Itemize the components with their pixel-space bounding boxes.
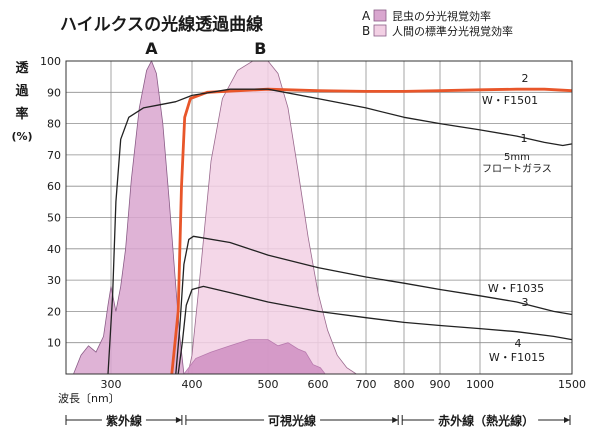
region-label: 紫外線 <box>106 413 142 428</box>
band-overlap <box>183 339 327 375</box>
series-number: 4 <box>515 337 522 350</box>
region-arrow <box>564 417 570 423</box>
legend-key: B <box>362 24 370 38</box>
y-tick-labels: 10 20 30 40 50 60 70 80 90 100 <box>40 55 61 350</box>
y-axis-label-char: 過 <box>14 83 29 99</box>
band-letter: A <box>145 39 158 58</box>
series-line-2 <box>170 87 573 375</box>
legend-text: 人間の標準分光視覚効率 <box>392 24 513 38</box>
x-tick-labels: 300 400 500 600 700 800 900 1000 1500 <box>101 378 587 391</box>
region-label: 赤外線（熱光線） <box>438 413 534 428</box>
region-arrow <box>392 417 399 423</box>
x-tick-label: 500 <box>258 378 279 391</box>
legend-text: 昆虫の分光視覚効率 <box>392 9 491 23</box>
y-tick-label: 60 <box>47 180 61 193</box>
x-axis-label: 波長〔nm〕 <box>58 392 120 405</box>
y-tick-label: 100 <box>40 55 61 68</box>
region-label: 可視光線 <box>268 413 316 428</box>
x-tick-label: 700 <box>356 378 377 391</box>
series-line-1 <box>107 88 573 375</box>
y-axis-label-char: 透 <box>15 61 28 76</box>
y-axis-label-char: (%) <box>11 130 32 143</box>
transmission-curves <box>107 87 573 375</box>
series-name: フロートガラス <box>482 163 552 175</box>
band-letter: B <box>254 39 266 58</box>
series-number: 1 <box>521 132 528 145</box>
series-name: W・F1015 <box>489 351 545 364</box>
series-number: 2 <box>522 72 529 85</box>
x-tick-label: 300 <box>101 378 122 391</box>
y-tick-label: 30 <box>47 274 61 287</box>
y-axis-label-char: 率 <box>15 106 28 122</box>
region-arrow <box>175 417 182 423</box>
y-tick-label: 10 <box>47 337 61 350</box>
series-number: 3 <box>522 296 529 309</box>
series-name: 5mm <box>504 152 530 163</box>
x-tick-label: 900 <box>430 378 451 391</box>
series-name: W・F1501 <box>482 94 538 107</box>
y-tick-label: 70 <box>47 149 61 162</box>
wavelength-regions: 紫外線 可視光線 赤外線（熱光線） <box>65 413 571 428</box>
series-line-4 <box>177 285 573 375</box>
band-a <box>72 60 185 375</box>
plot-frame <box>65 60 573 375</box>
x-tick-label: 1000 <box>466 378 494 391</box>
y-axis-label: 透過率 (%) <box>11 61 32 143</box>
y-tick-label: 80 <box>47 118 61 131</box>
chart-title: ハイルクスの光線透過曲線 <box>60 14 263 35</box>
legend-swatch <box>373 9 387 22</box>
y-tick-label: 40 <box>47 243 61 256</box>
legend-swatch <box>373 24 387 37</box>
legend: A 昆虫の分光視覚効率 B 人間の標準分光視覚効率 <box>362 9 513 38</box>
x-tick-label: 600 <box>308 378 329 391</box>
x-tick-label: 800 <box>394 378 415 391</box>
y-tick-label: 20 <box>47 305 61 318</box>
series-name: W・F1035 <box>488 282 544 295</box>
y-tick-label: 50 <box>47 212 61 225</box>
x-tick-label: 400 <box>182 378 203 391</box>
x-tick-label: 1500 <box>558 378 586 391</box>
series-line-3 <box>175 235 573 375</box>
legend-key: A <box>362 9 371 23</box>
y-tick-label: 90 <box>47 86 61 99</box>
